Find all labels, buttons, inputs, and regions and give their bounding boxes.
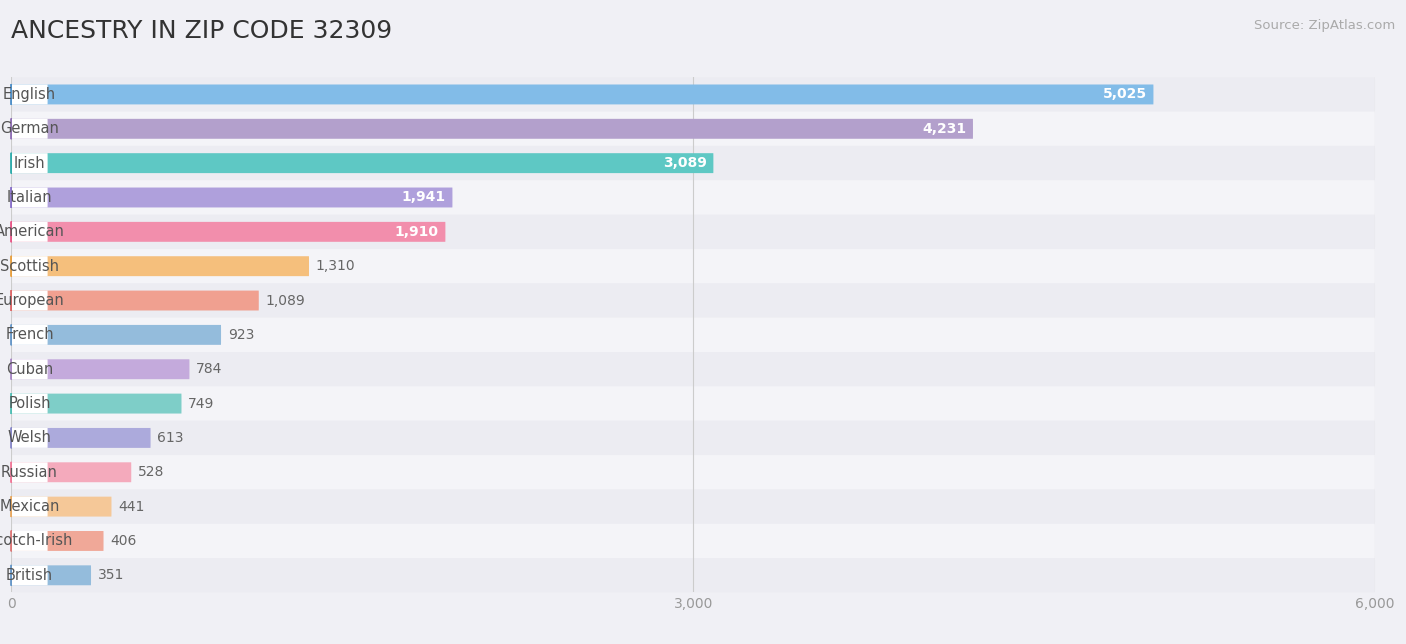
- Text: Polish: Polish: [8, 396, 51, 411]
- Text: French: French: [6, 327, 53, 343]
- FancyBboxPatch shape: [11, 317, 1375, 352]
- Text: Cuban: Cuban: [6, 362, 53, 377]
- Text: 1,310: 1,310: [316, 259, 356, 273]
- FancyBboxPatch shape: [11, 462, 131, 482]
- FancyBboxPatch shape: [11, 84, 48, 104]
- Text: 1,910: 1,910: [395, 225, 439, 239]
- Text: Russian: Russian: [1, 465, 58, 480]
- FancyBboxPatch shape: [11, 325, 48, 345]
- Text: Irish: Irish: [14, 156, 45, 171]
- FancyBboxPatch shape: [11, 393, 48, 413]
- Text: Italian: Italian: [7, 190, 52, 205]
- Text: 923: 923: [228, 328, 254, 342]
- Text: Welsh: Welsh: [7, 430, 52, 446]
- FancyBboxPatch shape: [11, 386, 1375, 421]
- FancyBboxPatch shape: [11, 325, 221, 345]
- FancyBboxPatch shape: [11, 153, 713, 173]
- FancyBboxPatch shape: [11, 153, 48, 173]
- FancyBboxPatch shape: [11, 531, 48, 551]
- FancyBboxPatch shape: [11, 180, 1375, 214]
- Text: 5,025: 5,025: [1102, 88, 1147, 102]
- Text: American: American: [0, 224, 65, 240]
- Text: 784: 784: [197, 362, 222, 376]
- FancyBboxPatch shape: [11, 119, 48, 138]
- Text: 3,089: 3,089: [662, 156, 707, 170]
- FancyBboxPatch shape: [11, 119, 973, 138]
- Text: 351: 351: [98, 568, 124, 582]
- FancyBboxPatch shape: [11, 256, 309, 276]
- Text: ANCESTRY IN ZIP CODE 32309: ANCESTRY IN ZIP CODE 32309: [11, 19, 392, 43]
- Text: British: British: [6, 568, 53, 583]
- FancyBboxPatch shape: [11, 497, 48, 516]
- FancyBboxPatch shape: [11, 359, 190, 379]
- FancyBboxPatch shape: [11, 187, 48, 207]
- Text: Scotch-Irish: Scotch-Irish: [0, 533, 73, 549]
- FancyBboxPatch shape: [11, 455, 1375, 489]
- FancyBboxPatch shape: [11, 290, 48, 310]
- FancyBboxPatch shape: [11, 565, 91, 585]
- Text: Source: ZipAtlas.com: Source: ZipAtlas.com: [1254, 19, 1395, 32]
- FancyBboxPatch shape: [11, 558, 1375, 592]
- FancyBboxPatch shape: [11, 524, 1375, 558]
- FancyBboxPatch shape: [11, 111, 1375, 146]
- Text: 4,231: 4,231: [922, 122, 966, 136]
- Text: 613: 613: [157, 431, 184, 445]
- FancyBboxPatch shape: [11, 187, 453, 207]
- FancyBboxPatch shape: [11, 222, 48, 242]
- FancyBboxPatch shape: [11, 393, 181, 413]
- FancyBboxPatch shape: [11, 359, 48, 379]
- FancyBboxPatch shape: [11, 256, 48, 276]
- Text: Scottish: Scottish: [0, 259, 59, 274]
- Text: 749: 749: [188, 397, 215, 411]
- Text: European: European: [0, 293, 65, 308]
- FancyBboxPatch shape: [11, 421, 1375, 455]
- FancyBboxPatch shape: [11, 531, 104, 551]
- Text: English: English: [3, 87, 56, 102]
- FancyBboxPatch shape: [11, 565, 48, 585]
- FancyBboxPatch shape: [11, 462, 48, 482]
- FancyBboxPatch shape: [11, 290, 259, 310]
- FancyBboxPatch shape: [11, 428, 48, 448]
- Text: 1,089: 1,089: [266, 294, 305, 308]
- FancyBboxPatch shape: [11, 489, 1375, 524]
- FancyBboxPatch shape: [11, 77, 1375, 111]
- Text: 406: 406: [110, 534, 136, 548]
- Text: 1,941: 1,941: [402, 191, 446, 205]
- FancyBboxPatch shape: [11, 428, 150, 448]
- FancyBboxPatch shape: [11, 146, 1375, 180]
- Text: Mexican: Mexican: [0, 499, 59, 514]
- Text: 528: 528: [138, 465, 165, 479]
- Text: 441: 441: [118, 500, 145, 514]
- FancyBboxPatch shape: [11, 283, 1375, 317]
- FancyBboxPatch shape: [11, 222, 446, 242]
- FancyBboxPatch shape: [11, 214, 1375, 249]
- Text: German: German: [0, 121, 59, 137]
- FancyBboxPatch shape: [11, 352, 1375, 386]
- FancyBboxPatch shape: [11, 249, 1375, 283]
- FancyBboxPatch shape: [11, 84, 1153, 104]
- FancyBboxPatch shape: [11, 497, 111, 516]
